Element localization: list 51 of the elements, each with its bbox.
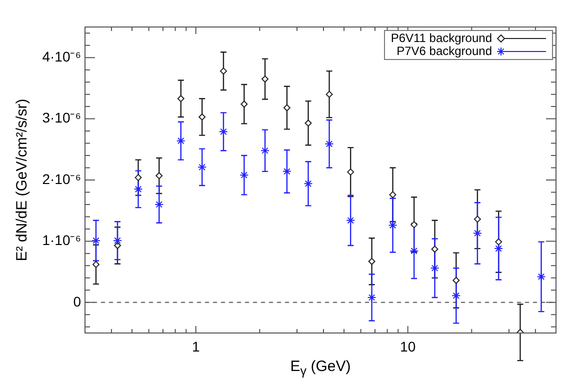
x-tick-label: 1 xyxy=(192,338,200,354)
point xyxy=(262,76,269,83)
point xyxy=(367,293,376,302)
point xyxy=(282,166,292,176)
point xyxy=(154,200,164,209)
point xyxy=(388,220,398,230)
point xyxy=(368,258,376,265)
point xyxy=(324,139,334,148)
point xyxy=(220,68,227,75)
point xyxy=(156,172,163,180)
point xyxy=(410,246,419,256)
point xyxy=(92,260,100,268)
x-axis-title: E$_{γ}$ (GeV) xyxy=(289,358,352,378)
y-tick-label: 2·10⁻⁶ xyxy=(42,170,81,187)
y-axis-title: E² dN/dE (GeV/cm²/s/sr) xyxy=(14,98,30,262)
point xyxy=(431,246,438,253)
point xyxy=(177,95,184,102)
point xyxy=(113,236,122,246)
point xyxy=(346,216,356,225)
point xyxy=(260,146,270,156)
point xyxy=(114,242,121,249)
point xyxy=(134,174,142,182)
point xyxy=(452,291,461,300)
point xyxy=(198,113,206,120)
point xyxy=(134,184,143,194)
point xyxy=(240,170,249,180)
point xyxy=(472,228,482,238)
x-tick-label: 10 xyxy=(400,338,416,354)
point xyxy=(304,179,313,188)
point xyxy=(198,162,207,172)
point xyxy=(494,244,504,254)
point xyxy=(452,276,460,284)
point xyxy=(283,104,290,112)
point xyxy=(536,272,546,282)
point xyxy=(347,168,354,176)
legend-label: P6V11 background xyxy=(390,31,492,45)
point xyxy=(176,136,186,146)
y-tick-label: 0 xyxy=(73,293,82,310)
point xyxy=(326,90,333,98)
y-tick-label: 3·10⁻⁶ xyxy=(42,110,81,126)
point xyxy=(474,216,481,223)
point xyxy=(495,238,502,246)
y-tick-label: 4·10⁻⁶ xyxy=(42,48,81,64)
point xyxy=(389,191,396,198)
point xyxy=(218,127,228,136)
point xyxy=(430,264,440,273)
legend-label: P7V6 background xyxy=(396,44,492,58)
y-tick-label: 1·10⁻⁶ xyxy=(42,232,81,248)
point xyxy=(410,221,418,228)
point xyxy=(304,120,312,127)
point xyxy=(240,100,248,108)
